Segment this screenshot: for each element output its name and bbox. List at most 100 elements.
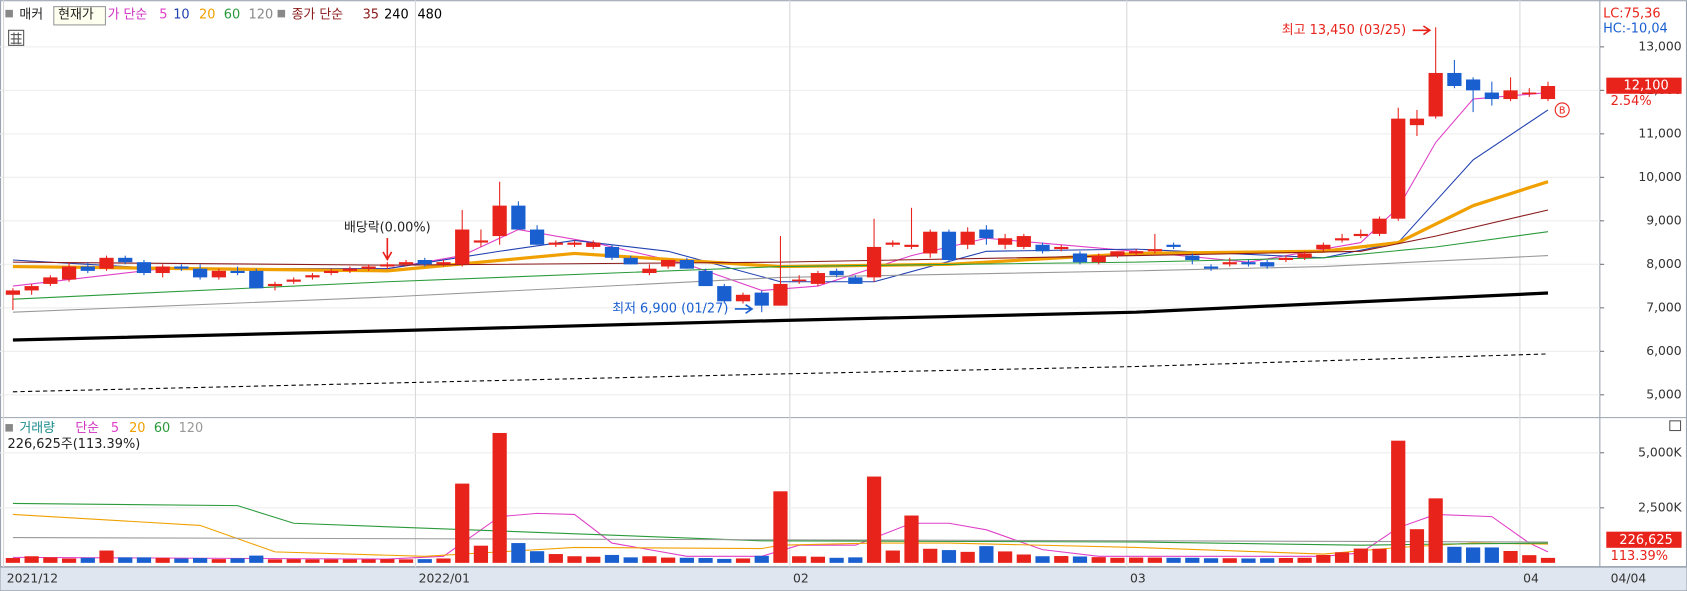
candle-body bbox=[1072, 253, 1088, 263]
candle-body bbox=[1054, 246, 1069, 250]
volume-bar bbox=[1241, 558, 1256, 563]
volume-bar bbox=[1110, 557, 1125, 563]
volume-bar bbox=[305, 559, 320, 563]
marks bbox=[5, 27, 1556, 563]
volume-bar bbox=[997, 551, 1013, 563]
candle-body bbox=[1278, 257, 1294, 260]
legend-entry: 20 bbox=[199, 8, 215, 23]
volume-bar bbox=[1297, 557, 1312, 563]
candle-body bbox=[436, 262, 451, 265]
volume-bar bbox=[193, 558, 208, 563]
candle-body bbox=[923, 231, 938, 254]
candle-body bbox=[492, 205, 507, 237]
volume-bar bbox=[80, 557, 95, 563]
volume-bar bbox=[1203, 558, 1219, 563]
volume-bar bbox=[829, 557, 844, 563]
candle-body bbox=[80, 266, 95, 271]
volume-bar bbox=[1129, 557, 1144, 563]
volume-bar bbox=[1428, 498, 1443, 563]
price-tag bbox=[1606, 77, 1682, 94]
legend-toggle[interactable] bbox=[5, 424, 13, 432]
candle-body bbox=[1428, 72, 1443, 117]
candle-body bbox=[1035, 244, 1050, 252]
volume-bar bbox=[1072, 556, 1088, 563]
candle-body bbox=[361, 266, 376, 269]
legend-toggle[interactable] bbox=[5, 9, 13, 18]
volume-bar bbox=[1260, 558, 1275, 563]
hc-label: HC:-10,04 bbox=[1603, 22, 1668, 37]
volume-bar bbox=[941, 550, 957, 563]
candle-body bbox=[1166, 244, 1181, 247]
candle-body bbox=[1391, 118, 1406, 219]
volume-bar bbox=[529, 551, 545, 563]
lc-label: LC:75,36 bbox=[1603, 7, 1661, 22]
volume-bar bbox=[1166, 557, 1181, 563]
ex-dividend-note: 배당락(0.00%) bbox=[344, 221, 431, 236]
volume-bar bbox=[398, 559, 414, 563]
candle-body bbox=[1091, 255, 1106, 263]
candle-body bbox=[43, 277, 58, 284]
candle-body bbox=[286, 279, 301, 282]
volume-bar bbox=[698, 558, 713, 563]
y-tick-label: 9,000 bbox=[1646, 213, 1682, 227]
legend-entry: 10 bbox=[173, 8, 189, 23]
legend-entry: 60 bbox=[154, 421, 170, 436]
volume-bar bbox=[1503, 550, 1518, 563]
candle-body bbox=[829, 270, 844, 276]
volume-bar bbox=[1185, 557, 1200, 563]
volume-bar bbox=[118, 557, 133, 563]
volume-bar bbox=[773, 491, 788, 563]
volume-bar bbox=[174, 558, 189, 563]
volume-bar bbox=[810, 556, 826, 563]
volume-bar bbox=[661, 557, 676, 563]
tooltip-text: 현재가 bbox=[58, 8, 94, 23]
candle-body bbox=[586, 242, 601, 247]
ma-line bbox=[12, 353, 1549, 393]
candle-body bbox=[1241, 262, 1256, 265]
volume-bar bbox=[342, 559, 357, 563]
candle-body bbox=[342, 268, 357, 271]
volume-bar bbox=[286, 559, 301, 563]
candle-body bbox=[249, 270, 264, 289]
ma-label: 가 단순 bbox=[108, 8, 148, 23]
volume-bar bbox=[155, 557, 170, 563]
candle-body bbox=[1222, 262, 1237, 265]
y-tick-label: 8,000 bbox=[1646, 257, 1682, 271]
ma-line bbox=[12, 255, 1549, 313]
candle-body bbox=[193, 268, 208, 278]
candle-body bbox=[679, 259, 694, 269]
volume-bar bbox=[923, 548, 938, 563]
legend-entry: 240 bbox=[384, 8, 409, 23]
candle-body bbox=[698, 270, 713, 287]
volume-bar bbox=[1466, 547, 1481, 563]
volume-bar bbox=[136, 557, 152, 563]
volume-bar bbox=[717, 558, 732, 563]
candle-body bbox=[1353, 233, 1368, 237]
high-arrow bbox=[1412, 25, 1432, 36]
volume-bar bbox=[1054, 556, 1069, 563]
volume-title: 거래량 bbox=[19, 421, 55, 436]
volume-bar bbox=[548, 554, 563, 563]
candle-body bbox=[1260, 262, 1275, 267]
ratio-text: 113.39% bbox=[1611, 549, 1668, 564]
close-button[interactable] bbox=[1669, 420, 1682, 432]
volume-bar bbox=[473, 545, 489, 563]
volume-bar bbox=[5, 558, 21, 563]
legend-toggle[interactable] bbox=[277, 9, 286, 18]
volume-bar bbox=[1447, 546, 1462, 563]
volume-bar bbox=[604, 554, 620, 563]
volume-bar bbox=[1540, 557, 1556, 563]
y-tick-label: 6,000 bbox=[1646, 344, 1682, 358]
candle-body bbox=[380, 264, 395, 267]
volume-bar bbox=[1334, 552, 1350, 563]
candle-body bbox=[1203, 266, 1219, 269]
candle-body bbox=[174, 266, 189, 269]
candle-body bbox=[211, 270, 226, 278]
legend-entry: 35 bbox=[363, 8, 379, 23]
volume-bar bbox=[1222, 558, 1237, 563]
tooltip-box bbox=[53, 6, 106, 26]
table-icon-lines bbox=[10, 32, 22, 45]
volume-current: 226,625주(113.39%) bbox=[8, 437, 141, 452]
candle-body bbox=[5, 290, 21, 295]
volume-bar bbox=[960, 551, 975, 563]
